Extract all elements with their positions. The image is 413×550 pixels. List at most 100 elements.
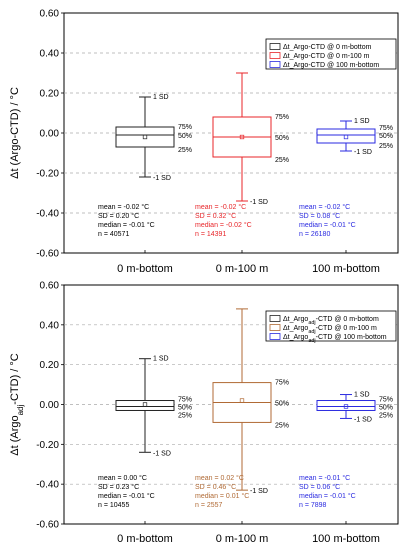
chart-panel-2: 0.60 0.40 0.20 0.00 -0.20 -0.40 -0.60 Δt (Argoa… — [9, 281, 399, 545]
legend-entry: Δt_Argoadj-CTD @ 0 m-bottom — [283, 316, 379, 326]
mean-marker — [142, 402, 148, 407]
iqr-box — [115, 126, 175, 148]
stat-text: SD = 0.06 °C — [299, 483, 340, 491]
legend-entry: Δt_Argo-CTD @ 100 m-bottom — [283, 62, 379, 69]
box-series-1: 1 SD -1 SD 75% 50% 25% mean = -0.02 °CSD = 0.… — [98, 94, 192, 238]
y-tick-label: 0.20 — [40, 360, 60, 371]
stat-text: n = 2557 — [195, 502, 223, 509]
y-tick-label: -0.20 — [36, 169, 59, 180]
stat-text: median = -0.01 °C — [299, 221, 356, 229]
x-category-label: 0 m-bottom — [117, 263, 173, 275]
box-series-3: 1 SD -1 SD 75%50%25% mean = -0.01 °CSD = 0.… — [299, 392, 393, 509]
label-q1: 25% — [379, 143, 393, 150]
stat-text: median = -0.01 °C — [98, 221, 155, 229]
y-tick-label: 0.60 — [40, 9, 60, 20]
y-tick-label: -0.40 — [36, 209, 59, 220]
mean-marker — [142, 134, 148, 140]
stat-text: n = 26180 — [299, 231, 330, 238]
legend-swatch — [269, 43, 281, 50]
stat-text: SD = 0.20 °C — [98, 212, 139, 220]
label-q1: 25% — [178, 147, 192, 154]
legend-entry: Δt_Argoadj-CTD @ 0 m-100 m — [283, 325, 377, 335]
mean-marker — [343, 134, 349, 140]
y-tick-label: -0.60 — [36, 249, 59, 260]
label-q1: 25% — [379, 412, 393, 419]
y-tick-label: 0.40 — [40, 49, 60, 60]
label-lower-sd: -1 SD — [354, 149, 372, 156]
chart-panel-1: 0.60 0.40 0.20 0.00 -0.20 -0.40 -0.60 Δt (Argo-… — [9, 9, 399, 275]
stat-text: median = -0.01 °C — [98, 492, 155, 500]
label-lower-sd: -1 SD — [250, 199, 268, 206]
legend-entry: Δt_Argo-CTD @ 0 m-100 m — [283, 53, 370, 60]
box-series-2: -1 SD 75% 50% 25% mean = -0.02 °CSD = 0.32 °… — [195, 72, 289, 238]
iqr-box — [115, 400, 175, 411]
y-axis-label: Δt (Argo-CTD) / °C — [9, 87, 21, 179]
stat-text: n = 40571 — [98, 231, 129, 238]
y-tick-label: -0.40 — [36, 480, 59, 491]
label-q3: 75% — [178, 124, 192, 131]
label-q3: 75% — [178, 396, 192, 403]
stat-text: mean = -0.02 °C — [195, 203, 246, 211]
label-q3: 75% — [379, 396, 393, 403]
label-q3: 75% — [379, 125, 393, 132]
stat-text: n = 10455 — [98, 502, 129, 509]
stat-text: median = -0.02 °C — [195, 221, 252, 229]
label-lower-sd: -1 SD — [153, 175, 171, 182]
iqr-box — [316, 400, 376, 411]
iqr-box — [316, 128, 376, 144]
x-category-label: 0 m-bottom — [117, 533, 173, 545]
legend-swatch — [269, 315, 281, 322]
stat-text: mean = -0.02 °C — [98, 203, 149, 211]
y-tick-label: 0.40 — [40, 320, 60, 331]
x-category-label: 0 m-100 m — [216, 533, 269, 545]
y-tick-label: -0.60 — [36, 520, 59, 531]
label-lower-sd: -1 SD — [250, 488, 268, 495]
label-median: 50% — [275, 135, 289, 142]
stat-text: mean = 0.00 °C — [98, 474, 147, 482]
label-q1: 25% — [275, 422, 289, 429]
box-series-1: 1 SD -1 SD 75%50%25% mean = 0.00 °CSD = 0.2… — [98, 356, 192, 509]
legend-entry: Δt_Argo-CTD @ 0 m-bottom — [283, 44, 372, 51]
label-q3: 75% — [275, 114, 289, 121]
stat-text: SD = 0.32 °C — [195, 212, 236, 220]
stat-text: mean = -0.01 °C — [299, 474, 350, 482]
x-category-label: 0 m-100 m — [216, 263, 269, 275]
stat-text: n = 7898 — [299, 502, 327, 509]
label-median: 50% — [275, 401, 289, 408]
stat-text: n = 14391 — [195, 231, 226, 238]
label-median: 50% — [379, 133, 393, 140]
legend-swatch — [269, 52, 281, 59]
y-axis-label: Δt (Argoadj-CTD) / °C — [9, 353, 25, 456]
y-tick-label: -0.20 — [36, 440, 59, 451]
label-q3: 75% — [275, 380, 289, 387]
stat-text: SD = 0.46 °C — [195, 483, 236, 491]
label-upper-sd: 1 SD — [153, 356, 169, 363]
label-median: 50% — [178, 404, 192, 411]
stat-text: median = 0.01 °C — [195, 492, 249, 500]
x-category-label: 100 m-bottom — [312, 263, 380, 275]
stat-text: SD = 0.23 °C — [98, 483, 139, 491]
label-q1: 25% — [178, 412, 192, 419]
legend: Δt_Argoadj-CTD @ 0 m-bottomΔt_Argoadj-CT… — [265, 310, 397, 344]
mean-marker — [239, 398, 245, 403]
legend-frame — [265, 310, 397, 342]
stat-text: SD = 0.08 °C — [299, 212, 340, 220]
legend-entry: Δt_Argoadj-CTD @ 100 m-bottom — [283, 334, 387, 344]
box-series-3: 1 SD -1 SD 75%50% 25% mean = -0.02 °CSD = 0.… — [299, 118, 393, 238]
stat-text: median = -0.01 °C — [299, 492, 356, 500]
legend: Δt_Argo-CTD @ 0 m-bottom Δt_Argo-CTD @ 0 … — [265, 38, 397, 70]
label-median: 50% — [379, 404, 393, 411]
y-tick-label: 0.60 — [40, 281, 60, 292]
legend-swatch — [269, 333, 281, 340]
stat-text: mean = 0.02 °C — [195, 474, 244, 482]
label-lower-sd: -1 SD — [153, 450, 171, 457]
legend-swatch — [269, 61, 281, 68]
x-category-label: 100 m-bottom — [312, 533, 380, 545]
label-upper-sd: 1 SD — [354, 118, 370, 125]
mean-marker — [239, 134, 245, 140]
y-tick-label: 0.00 — [40, 400, 60, 411]
legend-frame — [265, 38, 397, 70]
y-tick-label: 0.00 — [40, 129, 60, 140]
label-median: 50% — [178, 133, 192, 140]
legend-swatch — [269, 324, 281, 331]
